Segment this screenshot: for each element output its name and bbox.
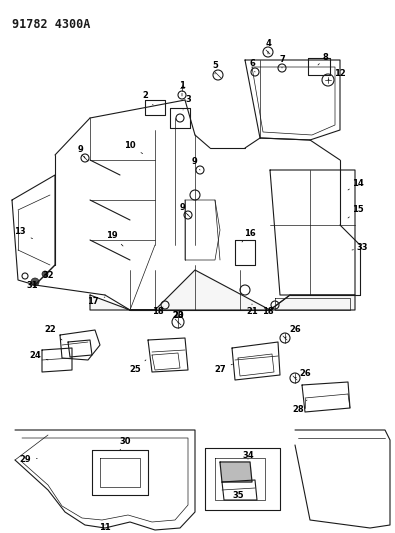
Text: 20: 20 <box>172 311 184 319</box>
Text: 13: 13 <box>14 228 32 239</box>
Text: 15: 15 <box>348 206 364 218</box>
Text: 11: 11 <box>99 523 111 532</box>
Polygon shape <box>90 270 355 310</box>
Text: 10: 10 <box>124 141 143 154</box>
Polygon shape <box>220 462 252 482</box>
Text: 19: 19 <box>106 230 123 246</box>
Text: 28: 28 <box>292 400 307 415</box>
Text: 8: 8 <box>318 53 328 65</box>
Text: 24: 24 <box>29 351 48 360</box>
Text: 18: 18 <box>262 307 274 317</box>
Text: 30: 30 <box>119 438 131 450</box>
Text: 4: 4 <box>265 39 271 54</box>
Text: 35: 35 <box>232 491 244 500</box>
Text: 1: 1 <box>179 82 185 96</box>
Text: 9: 9 <box>180 203 188 215</box>
Text: 12: 12 <box>328 69 346 80</box>
Text: 26: 26 <box>295 368 311 378</box>
Text: 9: 9 <box>77 144 85 158</box>
Text: 34: 34 <box>242 451 254 461</box>
Text: 17: 17 <box>87 297 105 306</box>
Text: 9: 9 <box>192 157 200 170</box>
Text: 21: 21 <box>246 304 258 317</box>
Text: 25: 25 <box>129 360 146 375</box>
Text: 5: 5 <box>212 61 218 74</box>
Text: 16: 16 <box>242 230 256 242</box>
Text: 22: 22 <box>44 326 62 340</box>
Text: 33: 33 <box>352 244 368 253</box>
Text: 3: 3 <box>183 95 191 110</box>
Text: 26: 26 <box>285 326 301 338</box>
Text: 91782 4300A: 91782 4300A <box>12 18 90 31</box>
Text: 27: 27 <box>214 364 233 375</box>
Text: 23: 23 <box>172 311 184 323</box>
Circle shape <box>31 278 39 286</box>
Text: 29: 29 <box>19 456 37 464</box>
Text: 18: 18 <box>152 307 164 317</box>
Text: 6: 6 <box>249 60 255 72</box>
Text: 31: 31 <box>26 281 38 290</box>
Text: 2: 2 <box>142 92 153 105</box>
Text: 32: 32 <box>42 271 54 280</box>
Text: 7: 7 <box>279 55 285 68</box>
Text: 14: 14 <box>348 179 364 190</box>
Circle shape <box>42 271 48 277</box>
